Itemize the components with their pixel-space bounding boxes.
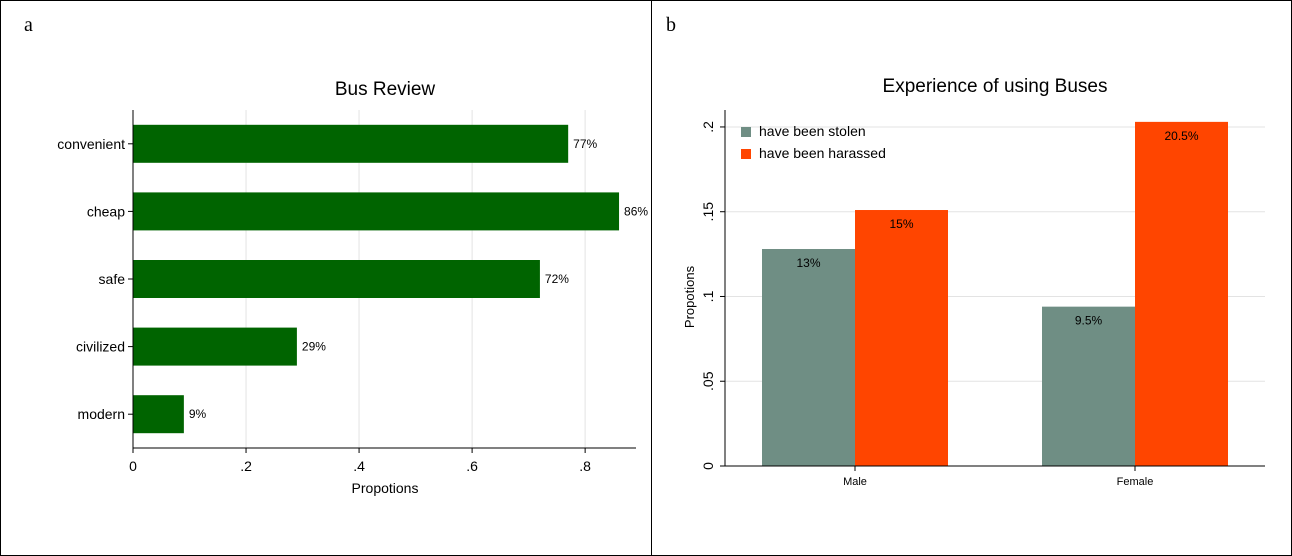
- chart-a-bar: [133, 124, 569, 163]
- chart-a-category-label: modern: [78, 406, 125, 422]
- chart-a-category-label: cheap: [87, 203, 125, 219]
- chart-a-x-tick-label: .8: [579, 458, 591, 474]
- panel-b-label: b: [666, 14, 676, 36]
- chart-b-legend-label: have been harassed: [759, 145, 886, 161]
- chart-b-category-label: Male: [843, 476, 867, 488]
- panel-a-label: a: [24, 14, 33, 36]
- chart-b-bar: [1042, 306, 1135, 466]
- chart-a-x-tick-label: .2: [240, 458, 252, 474]
- chart-a-data-label: 77%: [573, 137, 597, 151]
- chart-a-bar: [133, 260, 540, 298]
- chart-b-y-tick-label: .2: [700, 121, 716, 133]
- chart-a-x-tick-label: .6: [466, 458, 478, 474]
- chart-b-data-label: 20.5%: [1164, 129, 1198, 143]
- chart-b-y-tick-label: .1: [700, 290, 716, 302]
- chart-a-title: Bus Review: [335, 79, 436, 100]
- chart-b-legend-swatch: [741, 149, 751, 159]
- chart-b-data-label: 9.5%: [1075, 314, 1103, 328]
- chart-b-category-label: Female: [1117, 476, 1154, 488]
- chart-a-x-tick-label: .4: [353, 458, 365, 474]
- chart-b-bar: [855, 210, 948, 466]
- chart-a-data-label: 9%: [189, 407, 207, 421]
- chart-a-bar: [133, 192, 620, 231]
- chart-a-data-label: 29%: [302, 340, 326, 354]
- chart-a-data-label: 86%: [624, 204, 648, 218]
- chart-b-bar: [762, 249, 855, 466]
- chart-b-legend-label: have been stolen: [759, 123, 866, 139]
- chart-a-data-label: 72%: [545, 272, 569, 286]
- chart-b-y-tick-label: .05: [700, 371, 716, 391]
- chart-b-y-tick-label: 0: [700, 462, 716, 470]
- chart-a-category-label: convenient: [57, 136, 125, 152]
- chart-a-x-tick-label: 0: [129, 458, 137, 474]
- chart-b-data-label: 15%: [889, 217, 913, 231]
- chart-b-data-label: 13%: [796, 256, 820, 270]
- bus-review-chart: Bus Review 77% 86% 72% 29% 9% 0 .2 .4 .6 .8 conve…: [57, 79, 648, 496]
- chart-b-y-tick-label: .15: [700, 202, 716, 222]
- chart-a-bar: [133, 395, 184, 434]
- chart-a-category-label: civilized: [76, 339, 125, 355]
- chart-b-bar: [1135, 121, 1228, 466]
- chart-b-ylabel: Propotions: [682, 265, 697, 328]
- chart-a-category-label: safe: [99, 271, 126, 287]
- chart-a-xlabel: Propotions: [352, 480, 419, 496]
- chart-b-legend-swatch: [741, 127, 751, 137]
- chart-b-title: Experience of using Buses: [883, 76, 1108, 97]
- chart-a-bar: [133, 327, 297, 366]
